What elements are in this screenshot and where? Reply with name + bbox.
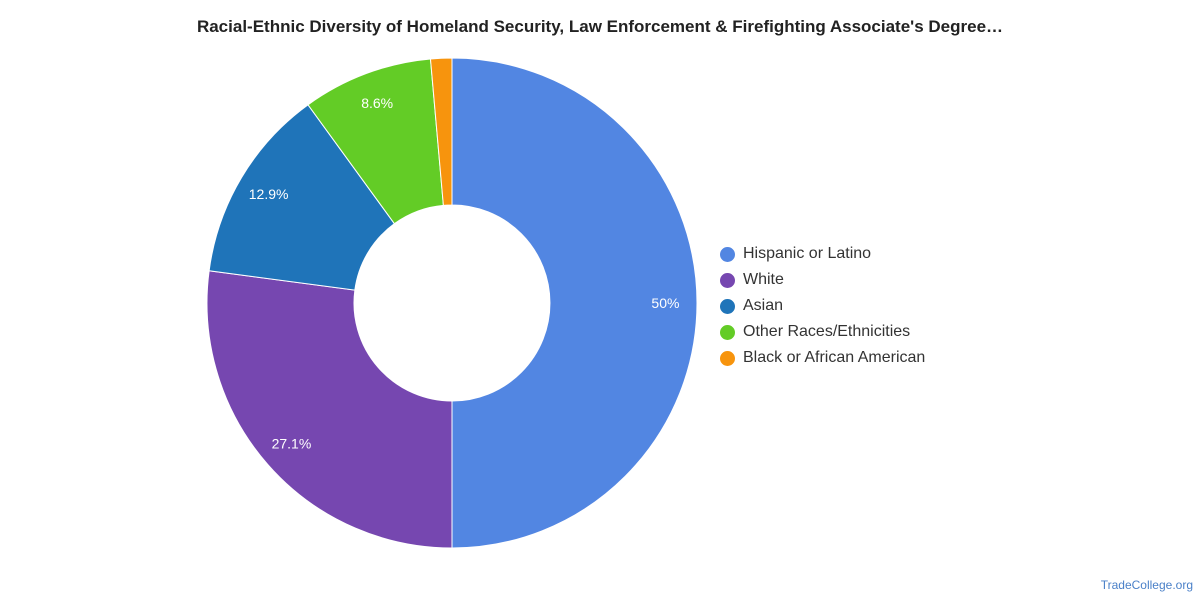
slice-white[interactable] <box>206 270 453 549</box>
slice-label-asian: 12.9% <box>249 186 289 202</box>
chart-title: Racial-Ethnic Diversity of Homeland Secu… <box>196 17 1004 36</box>
legend-dot-black <box>720 350 735 366</box>
legend-item-hispanic[interactable]: Hispanic or Latino <box>720 241 925 267</box>
legend-item-black[interactable]: Black or African American <box>720 345 925 371</box>
legend: Hispanic or Latino White Asian Other Rac… <box>720 241 925 371</box>
legend-item-other[interactable]: Other Races/Ethnicities <box>720 319 925 345</box>
legend-item-asian[interactable]: Asian <box>720 293 925 319</box>
slice-label-white: 27.1% <box>272 436 312 452</box>
slice-label-other: 8.6% <box>361 95 393 111</box>
slice-black[interactable] <box>429 57 453 206</box>
legend-dot-other <box>720 324 735 340</box>
legend-label: Hispanic or Latino <box>743 245 872 262</box>
source-link[interactable]: TradeCollege.org <box>1100 578 1193 592</box>
slice-label-hispanic: 50% <box>651 295 679 311</box>
legend-dot-asian <box>720 298 735 314</box>
legend-label: Black or African American <box>743 349 926 366</box>
legend-label: White <box>743 271 784 288</box>
legend-dot-white <box>720 272 735 288</box>
legend-dot-hispanic <box>720 246 735 262</box>
legend-label: Other Races/Ethnicities <box>743 323 911 340</box>
legend-item-white[interactable]: White <box>720 267 925 293</box>
slice-asian[interactable] <box>208 104 396 291</box>
slice-hispanic[interactable] <box>451 57 698 549</box>
legend-label: Asian <box>743 297 784 314</box>
